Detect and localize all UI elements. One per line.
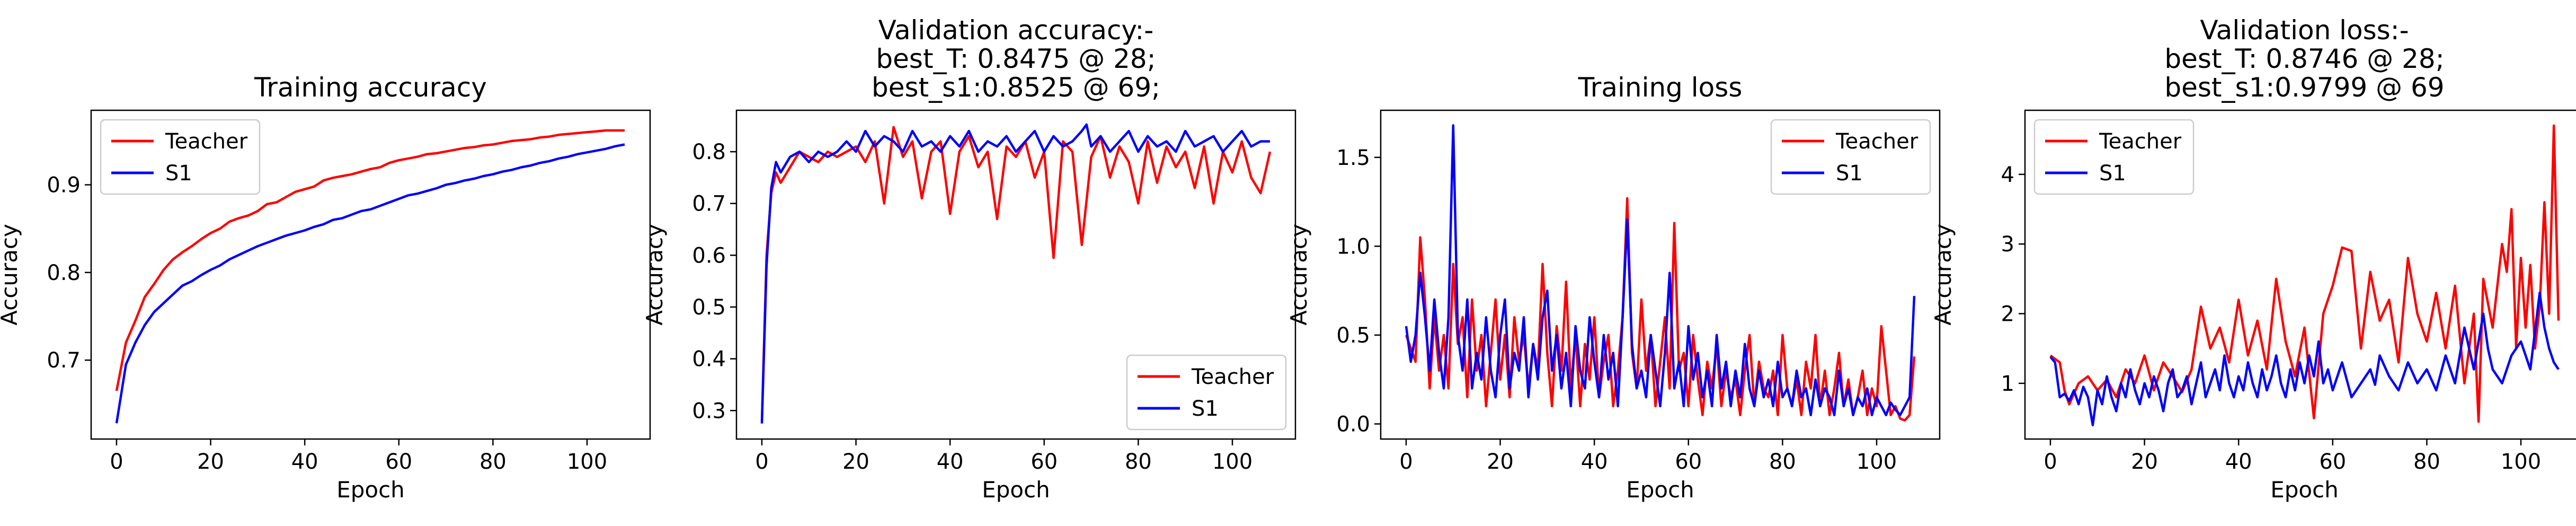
x-tick-label: 100 <box>1857 450 1897 474</box>
panel-validation-accuracy: Validation accuracy:-best_T: 0.8475 @ 28… <box>642 15 1296 503</box>
y-axis-label: Accuracy <box>1930 224 1956 326</box>
legend-label-s1: S1 <box>1192 397 1219 421</box>
series-line-s1 <box>1405 124 1916 417</box>
axes-frame <box>90 109 651 440</box>
legend-box <box>1770 119 1931 195</box>
panel-title: Validation loss:-best_T: 0.8746 @ 28; bes… <box>2164 15 2444 103</box>
x-tick-label: 40 <box>937 450 964 474</box>
title-line: Training accuracy <box>254 72 487 103</box>
x-tick-label: 0 <box>1399 450 1413 474</box>
x-tick-label: 100 <box>2501 450 2541 474</box>
y-tick-label: 0.6 <box>692 243 726 268</box>
x-tick-label: 20 <box>2131 450 2158 474</box>
legend: Teacher S1 <box>1126 354 1287 431</box>
legend-box <box>2033 119 2195 195</box>
legend-label-teacher: Teacher <box>1191 365 1274 389</box>
title-line: best_T: 0.8475 @ 28; <box>876 43 1156 74</box>
x-tick-label: 80 <box>1125 450 1152 474</box>
title-line: best_s1:0.8525 @ 69; <box>872 72 1160 103</box>
x-tick-label: 80 <box>2413 450 2440 474</box>
legend-label-s1: S1 <box>2099 161 2126 186</box>
x-tick-label: 60 <box>1675 450 1702 474</box>
y-tick-label: 1.0 <box>1336 234 1370 259</box>
y-tick-label: 0.5 <box>692 295 726 320</box>
y-tick-label: 2 <box>2001 302 2014 327</box>
y-tick-label: 0.7 <box>692 192 726 216</box>
series-line-s1 <box>2049 291 2560 426</box>
x-tick-label: 100 <box>1212 450 1253 474</box>
y-tick-label: 1 <box>2001 372 2014 396</box>
x-tick-label: 20 <box>197 450 224 474</box>
x-axis-label: Epoch <box>2270 477 2339 503</box>
title-line: best_s1:0.9799 @ 69 <box>2164 72 2444 103</box>
axes-frame <box>2024 109 2576 440</box>
series-line-teacher <box>1405 197 1916 422</box>
series-group <box>760 123 1272 424</box>
series-group <box>2049 124 2560 426</box>
panel-title: Validation accuracy:-best_T: 0.8475 @ 28… <box>872 15 1160 103</box>
x-tick-label: 0 <box>110 450 123 474</box>
y-axis-label: Accuracy <box>0 224 22 326</box>
y-tick-label: 0.9 <box>47 173 81 198</box>
x-axis-label: Epoch <box>336 477 405 503</box>
y-tick-label: 4 <box>2001 163 2014 187</box>
x-tick-label: 40 <box>291 450 318 474</box>
x-tick-label: 80 <box>1769 450 1796 474</box>
x-tick-label: 60 <box>1031 450 1058 474</box>
x-axis-label: Epoch <box>1626 477 1694 503</box>
x-tick-label: 0 <box>2044 450 2057 474</box>
x-tick-label: 0 <box>755 450 768 474</box>
y-tick-label: 1.5 <box>1336 146 1370 170</box>
legend-label-s1: S1 <box>165 161 192 186</box>
x-tick-label: 60 <box>385 450 412 474</box>
axes-frame <box>735 109 1296 440</box>
panel-training-accuracy: Training accuracy 0 20 40 60 80 100 0.7 0.8 0.9 E… <box>0 72 651 503</box>
x-tick-label: 60 <box>2319 450 2346 474</box>
legend-box <box>100 119 261 195</box>
x-axis-label: Epoch <box>982 477 1050 503</box>
x-tick-label: 40 <box>1581 450 1608 474</box>
legend-label-teacher: Teacher <box>1835 129 1918 154</box>
series-line-teacher <box>115 129 625 391</box>
legend-box <box>1126 354 1287 431</box>
title-line: Validation accuracy:- <box>878 15 1154 46</box>
legend: Teacher S1 <box>2033 119 2195 195</box>
series-line-teacher <box>2049 124 2560 423</box>
legend: Teacher S1 <box>100 119 261 195</box>
series-line-s1 <box>760 123 1270 424</box>
y-tick-label: 0.3 <box>692 399 726 423</box>
title-line: Training loss <box>1578 72 1743 103</box>
axes-frame <box>1380 109 1941 440</box>
x-tick-label: 20 <box>842 450 869 474</box>
y-axis-label: Accuracy <box>642 224 668 326</box>
y-tick-label: 0.0 <box>1336 413 1370 437</box>
series-line-teacher <box>760 126 1272 421</box>
y-tick-label: 3 <box>2001 232 2014 257</box>
title-line: best_T: 0.8746 @ 28; <box>2164 43 2444 74</box>
series-group <box>1405 124 1916 422</box>
legend: Teacher S1 <box>1770 119 1931 195</box>
x-tick-label: 20 <box>1487 450 1514 474</box>
title-line: Validation loss:- <box>2200 15 2409 46</box>
x-tick-label: 100 <box>567 450 607 474</box>
y-tick-label: 0.8 <box>692 140 726 164</box>
x-tick-label: 40 <box>2225 450 2252 474</box>
legend-label-teacher: Teacher <box>2099 129 2182 154</box>
series-line-s1 <box>115 143 625 424</box>
panel-training-loss: Training loss 0 20 40 60 80 100 0.0 0.5 1.0 1.5 Ep… <box>1286 72 1941 503</box>
y-tick-label: 0.5 <box>1336 323 1370 348</box>
legend-label-teacher: Teacher <box>165 129 248 154</box>
x-tick-label: 80 <box>479 450 507 474</box>
panel-validation-loss: Validation loss:-best_T: 0.8746 @ 28; bes… <box>1930 15 2576 503</box>
y-axis-label: Accuracy <box>1286 224 1312 326</box>
series-group <box>115 129 625 424</box>
y-tick-label: 0.8 <box>47 261 81 285</box>
panel-title: Training accuracy <box>254 72 487 103</box>
y-tick-label: 0.7 <box>47 348 81 373</box>
y-tick-label: 0.4 <box>692 347 726 372</box>
panel-title: Training loss <box>1578 72 1743 103</box>
legend-label-s1: S1 <box>1836 161 1863 186</box>
